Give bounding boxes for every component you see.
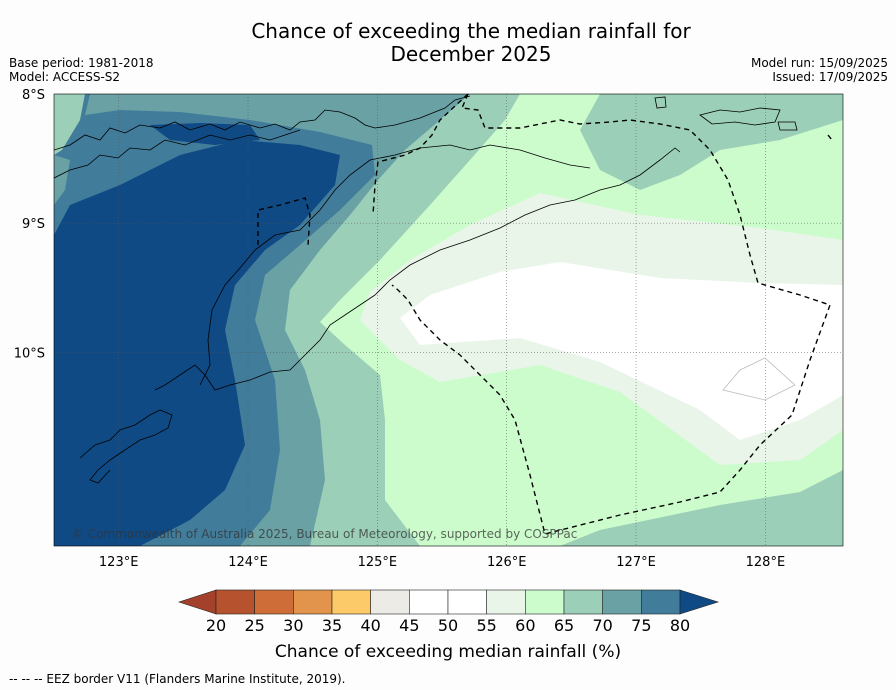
- coastline-timor-south: [154, 294, 376, 391]
- coastline-islet-2: [777, 121, 798, 131]
- region-75-80: [54, 140, 340, 546]
- y-tick-label: 10°S: [14, 346, 45, 361]
- model-text: Model: ACCESS-S2: [9, 70, 121, 84]
- eez-border: [257, 94, 833, 535]
- colorbar-swatch: [641, 589, 681, 615]
- colorbar-tick-label: 70: [592, 616, 612, 635]
- colorbar: 20 25 30 35 40 45 50 55 60 65 70 75 80: [178, 589, 719, 635]
- colorbar-tick-label: 40: [360, 616, 380, 635]
- colorbar-swatch: [215, 589, 255, 615]
- eez-border-north: [372, 94, 469, 216]
- coastline-islet-3: [722, 357, 796, 401]
- coastline-rote: [199, 144, 591, 386]
- map-frame: [53, 93, 844, 547]
- colorbar-swatch: [525, 589, 565, 615]
- y-tick-label: 8°S: [22, 88, 45, 103]
- eez-border-west: [257, 197, 311, 246]
- colorbar-tick-label: 30: [283, 616, 303, 635]
- axis-labels: 123°E 124°E 125°E 126°E 127°E 128°E 8°S 9°S 10°S: [14, 88, 785, 570]
- colorbar-swatch: [602, 589, 642, 615]
- region-60-65-ne: [580, 94, 843, 190]
- colorbar-swatch: [563, 589, 603, 615]
- chart-title-line2: December 2025: [390, 42, 552, 66]
- x-tick-label: 125°E: [358, 555, 398, 570]
- chart-title: Chance of exceeding the median rainfall …: [0, 20, 896, 66]
- issued-text: Issued: 17/09/2025: [772, 70, 888, 84]
- colorbar-tick-label: 45: [399, 616, 419, 635]
- grid-lines: [54, 94, 843, 546]
- colorbar-tick-label: 55: [476, 616, 496, 635]
- copyright-text: © Commonwealth of Australia 2025, Bureau…: [72, 527, 577, 541]
- x-tick-label: 124°E: [228, 555, 268, 570]
- map-area: [54, 94, 843, 546]
- colorbar-swatch: [254, 589, 294, 615]
- eez-footnote: -- -- -- EEZ border V11 (Flanders Marine…: [9, 672, 346, 686]
- colorbar-swatch: [293, 589, 333, 615]
- region-60-65-w2: [54, 155, 70, 205]
- base-period-text: Base period: 1981-2018: [9, 56, 154, 70]
- x-tick-label: 128°E: [746, 555, 786, 570]
- coastline-wetar: [699, 107, 781, 126]
- colorbar-tick-label: 25: [244, 616, 264, 635]
- colorbar-swatch: [486, 589, 526, 615]
- x-tick-label: 127°E: [616, 555, 656, 570]
- colorbar-tick-label: 20: [206, 616, 226, 635]
- colorbar-tick-label: 60: [515, 616, 535, 635]
- colorbar-extend-low: [178, 589, 217, 615]
- region-45-55: [400, 262, 843, 440]
- coastline-islet-1: [654, 96, 667, 109]
- chart-title-line1: Chance of exceeding the median rainfall …: [251, 19, 691, 43]
- coastline-flores: [54, 95, 471, 151]
- colorbar-swatch: [409, 589, 449, 615]
- colorbar-tick-label: 75: [631, 616, 651, 635]
- colorbar-tick-label: 35: [322, 616, 342, 635]
- colorbar-tick-label: 80: [670, 616, 690, 635]
- coastlines: [54, 95, 798, 484]
- colorbar-label: Chance of exceeding median rainfall (%): [275, 642, 621, 662]
- colorbar-tick-label: 65: [554, 616, 574, 635]
- meta-left: Base period: 1981-2018 Model: ACCESS-S2: [9, 56, 154, 84]
- eez-border-east: [827, 134, 833, 141]
- x-tick-label: 126°E: [487, 555, 527, 570]
- colorbar-swatch: [370, 589, 410, 615]
- model-run-text: Model run: 15/09/2025: [750, 56, 888, 70]
- coastline-timor-north: [374, 147, 681, 296]
- colorbar-tick-label: 50: [438, 616, 458, 635]
- meta-right: Model run: 15/09/2025 Issued: 17/09/2025: [751, 56, 888, 84]
- colorbar-swatch: [447, 589, 487, 615]
- y-tick-label: 9°S: [22, 217, 45, 232]
- colorbar-extend-high: [679, 589, 719, 615]
- region-60-65-w: [54, 94, 85, 155]
- x-tick-label: 123°E: [99, 555, 139, 570]
- coastline-sumba-island: [79, 409, 173, 484]
- eez-border-main: [391, 94, 831, 535]
- coastline-flores-south: [54, 129, 301, 179]
- colorbar-swatch: [331, 589, 371, 615]
